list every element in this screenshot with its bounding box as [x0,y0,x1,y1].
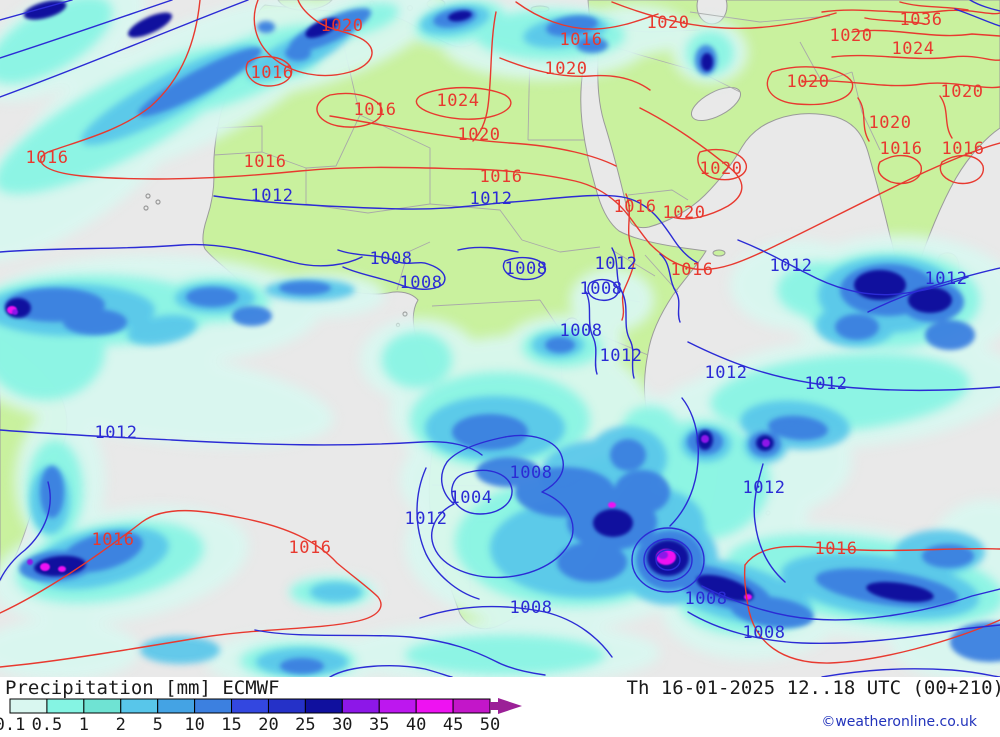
isobar-label-low: 1008 [580,279,623,299]
legend-segment [195,699,232,713]
map-area: 1016 1016 1020 1016 1016 1024 1020 1016 1016 1020… [0,0,1000,688]
isobar-label-high: 1020 [663,203,706,223]
legend-segment [47,699,84,713]
legend-tick-label: 35 [369,715,389,733]
isobar-label-low: 1012 [470,189,513,209]
legend-segment [379,699,416,713]
isobar-label-high: 1020 [830,26,873,46]
valid-time: Th 16-01-2025 12..18 UTC (00+210) [627,677,1000,699]
isobar-label-low: 1008 [560,321,603,341]
isobar-label-low: 1012 [600,346,643,366]
isobar-label-low: 1012 [95,423,138,443]
legend-segment [158,699,195,713]
isobar-label-high: 1016 [815,539,858,559]
legend-tick-label: 0.5 [32,715,63,733]
legend-tick-label: 1 [79,715,89,733]
isobar-label-high: 1016 [92,530,135,550]
isobar-label-high: 1020 [545,59,588,79]
legend-tick-label: 30 [332,715,352,733]
isobar-label-low: 1008 [370,249,413,269]
legend-segment [232,699,269,713]
isobar-label-high: 1020 [458,125,501,145]
isobar-label-low: 1004 [450,488,493,508]
legend-tick-label: 2 [116,715,126,733]
legend-tick-label: 50 [480,715,500,733]
legend-tick-label: 10 [184,715,204,733]
isobar-label-high: 1016 [251,63,294,83]
isobar-label-high: 1016 [880,139,923,159]
legend-tick-label: 15 [221,715,241,733]
isobar-label-high: 1016 [614,197,657,217]
isobar-label-high: 1020 [700,159,743,179]
map-title: Precipitation [mm] ECMWF [5,677,280,699]
legend-segment [84,699,121,713]
isobar-label-low: 1012 [925,269,968,289]
isobar-label-low: 1008 [510,463,553,483]
isobar-label-high: 1020 [647,13,690,33]
legend-segment [268,699,305,713]
isobar-label-high: 1016 [26,148,69,168]
legend-segment [305,699,342,713]
isobar-label-low: 1008 [510,598,553,618]
isobar-label-low: 1012 [705,363,748,383]
legend-tick-label: 25 [295,715,315,733]
isobar-label-high: 1016 [244,152,287,172]
legend-tick-label: 20 [258,715,278,733]
footer: Precipitation [mm] ECMWF Th 16-01-2025 1… [0,677,1000,733]
legend-tick-label: 40 [406,715,426,733]
legend-segment [453,699,490,713]
isobar-label-high: 1020 [869,113,912,133]
isobar-label-high: 1016 [942,139,985,159]
isobar-label-high: 1016 [560,30,603,50]
isobar-label-low: 1012 [595,254,638,274]
isobar-label-low: 1012 [251,186,294,206]
legend-tick-label: 0.1 [0,715,25,733]
legend-segment [121,699,158,713]
isobar-label-high: 1016 [289,538,332,558]
isobar-label-high: 1016 [671,260,714,280]
precipitation-scale-bar [10,698,522,714]
legend-segment [416,699,453,713]
isobar-label-high: 1020 [787,72,830,92]
legend-segment [342,699,379,713]
isobar-label-high: 1024 [437,91,480,111]
isobar-label-low: 1012 [405,509,448,529]
isobar-label-high: 1016 [354,100,397,120]
legend-tick-label: 45 [443,715,463,733]
legend-segment [10,699,47,713]
isobar-label-low: 1008 [743,623,786,643]
isobar-label-high: 1016 [480,167,523,187]
island-socotra [713,250,725,256]
isobar-label-low: 1012 [805,374,848,394]
legend-tick-label: 5 [153,715,163,733]
isobar-label-high: 1020 [321,16,364,36]
isobar-label-low: 1008 [685,589,728,609]
isobar-label-low: 1008 [400,273,443,293]
copyright-credit: ©weatheronline.co.uk [821,714,978,730]
isobar-label-high: 1020 [941,82,984,102]
isobar-label-low: 1012 [770,256,813,276]
isobar-label-high: 1024 [892,39,935,59]
isobar-label-low: 1012 [743,478,786,498]
isobar-label-low: 1008 [505,259,548,279]
isobar-label-high: 1036 [900,10,943,30]
